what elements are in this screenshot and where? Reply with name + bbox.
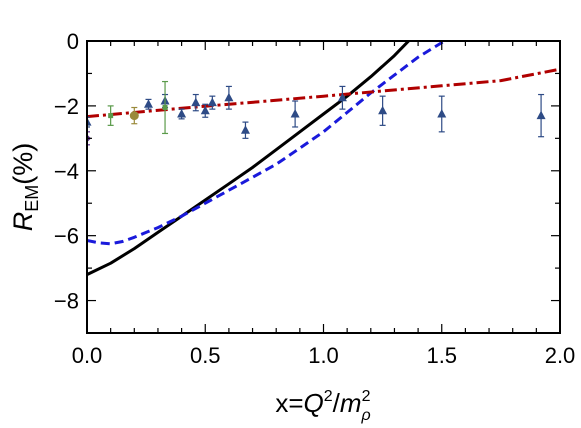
y-tick-label: −8	[54, 289, 79, 314]
triangle-marker	[177, 109, 187, 118]
data-point-triangle	[437, 95, 447, 133]
triangle-marker	[536, 110, 546, 120]
data-point-triangle	[378, 95, 388, 126]
triangle-marker	[378, 105, 388, 115]
x-tick-label: 1.5	[426, 343, 457, 368]
x-tick-label: 2.0	[545, 343, 576, 368]
triangle-marker	[200, 105, 210, 115]
triangle-marker	[191, 97, 201, 107]
circle-marker	[129, 111, 139, 121]
x-tick-label: 1.0	[308, 343, 339, 368]
square-marker	[108, 113, 114, 119]
y-tick-label: 0	[67, 29, 79, 54]
triangle-marker	[224, 92, 234, 102]
y-tick-label: −2	[54, 94, 79, 119]
y-tick-label: −6	[54, 224, 79, 249]
triangle-marker	[290, 109, 300, 118]
data-point-triangle	[177, 108, 187, 120]
x-tick-label: 0.0	[72, 343, 103, 368]
data-point-triangle	[337, 85, 347, 110]
plot-area	[87, 41, 560, 276]
triangle-marker	[240, 125, 250, 134]
square-marker	[162, 105, 168, 111]
triangle-marker	[437, 109, 447, 118]
data-point-triangle	[207, 95, 217, 110]
y-tick-label: −4	[54, 159, 79, 184]
data-point-triangle	[240, 121, 250, 139]
triangle-marker	[207, 97, 217, 107]
triangle-marker	[87, 117, 92, 126]
axis-ticks	[86, 40, 561, 334]
series-line-solid	[87, 41, 410, 276]
axis-tick-labels: 0.0 0.5 1.0 1.5 2.0 0 −2 −4 −6 −8	[54, 29, 575, 368]
data-point-triangle	[536, 93, 546, 138]
series-line-dashed	[87, 41, 447, 246]
data-point-triangle	[191, 93, 201, 112]
triangle-marker	[143, 99, 153, 108]
data-point-triangle	[224, 85, 234, 110]
data-point-square-green	[162, 80, 169, 135]
y-axis-title: REM(%)	[8, 143, 42, 232]
data-point-triangle	[143, 98, 153, 110]
data-point-triangle	[290, 100, 300, 128]
data-point-circle-olive	[129, 106, 139, 125]
data-point-square-green	[107, 105, 114, 126]
data-point-triangle	[200, 103, 210, 118]
data-point-triangle	[87, 116, 92, 128]
triangle-marker	[337, 92, 347, 102]
x-tick-label: 0.5	[190, 343, 221, 368]
